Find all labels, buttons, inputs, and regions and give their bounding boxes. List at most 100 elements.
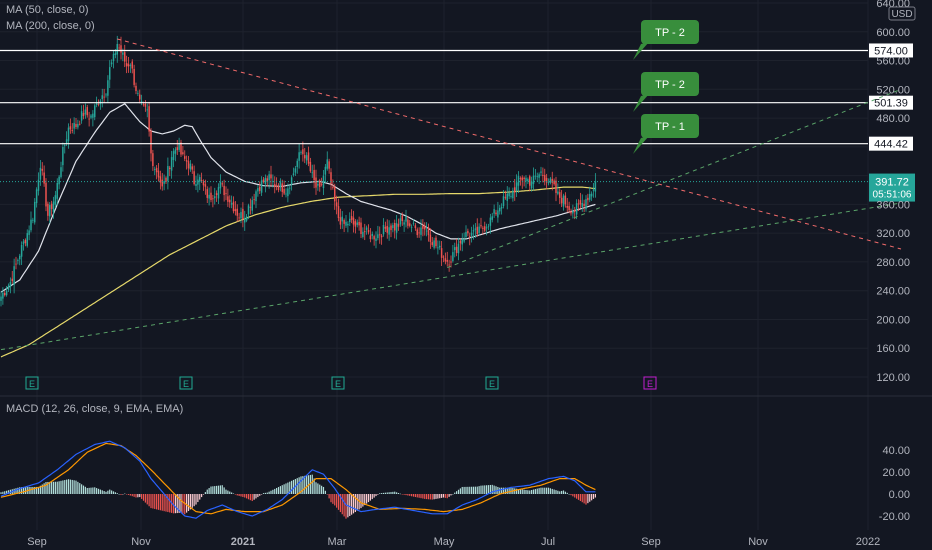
candle-body	[73, 122, 75, 129]
macd-histogram-bar	[442, 494, 445, 498]
macd-histogram-bar	[532, 489, 535, 494]
macd-histogram-bar	[116, 493, 118, 494]
macd-histogram-bar	[566, 492, 568, 494]
macd-histogram-bar	[388, 492, 390, 494]
candle-body	[103, 96, 105, 98]
macd-histogram-bar	[122, 494, 124, 495]
candle-body	[129, 65, 132, 66]
candle-body	[142, 104, 145, 106]
candle-body	[135, 85, 137, 91]
candle-body	[529, 176, 531, 186]
macd-histogram-bar	[71, 479, 73, 494]
macd-histogram-bar	[249, 494, 251, 501]
candle-body	[542, 174, 544, 176]
macd-histogram-bar	[32, 486, 34, 494]
macd-signal-line	[0, 442, 596, 515]
candle-body	[311, 172, 313, 174]
legend-macd[interactable]: MACD (12, 26, close, 9, EMA, EMA)	[6, 403, 183, 415]
candle-body	[425, 230, 428, 232]
currency-badge[interactable]	[888, 6, 916, 21]
candle-body	[80, 111, 83, 121]
macd-histogram-bar	[579, 494, 581, 502]
candle-body	[330, 172, 332, 184]
macd-histogram-bar	[86, 488, 88, 494]
macd-histogram-bar	[157, 494, 160, 510]
candle-body	[575, 203, 578, 215]
candle-body	[71, 130, 73, 132]
candle-body	[69, 126, 72, 130]
macd-histogram-bar	[334, 494, 336, 506]
candle-body	[62, 147, 64, 166]
legend-ma50[interactable]: MA (50, close, 0)	[6, 4, 89, 16]
macd-histogram-bar	[47, 481, 49, 494]
candle-body	[472, 230, 475, 232]
candle-body	[290, 177, 293, 185]
macd-histogram-bar	[544, 487, 546, 494]
candle-body	[253, 199, 255, 201]
candle-body	[454, 247, 456, 251]
macd-histogram-bar	[322, 486, 325, 494]
candle-body	[300, 152, 302, 154]
macd-histogram-bar	[231, 492, 233, 494]
candle-body	[585, 199, 587, 210]
macd-histogram-bar	[397, 493, 400, 494]
tp-callout-box	[641, 20, 699, 44]
candle-body	[304, 155, 306, 159]
candle-body	[161, 179, 163, 187]
candle-body	[407, 219, 409, 226]
macd-histogram-bar	[324, 490, 326, 494]
candle-body	[568, 206, 570, 211]
macd-histogram-bar	[283, 484, 285, 494]
macd-histogram-bar	[292, 479, 295, 494]
candle-body	[485, 227, 488, 229]
candle-body	[249, 206, 252, 208]
candle-body	[461, 239, 463, 245]
macd-histogram-bar	[193, 494, 195, 507]
candle-body	[579, 200, 582, 205]
macd-histogram-bar	[92, 487, 94, 494]
candle-body	[356, 222, 358, 225]
earnings-marker-label: E	[29, 379, 35, 389]
candle-body	[339, 217, 342, 225]
candle-body	[467, 230, 469, 234]
candle-body	[506, 193, 508, 201]
candle-body	[403, 222, 405, 225]
candle-body	[0, 296, 2, 301]
candle-body	[264, 177, 267, 184]
macd-histogram-bar	[416, 494, 418, 498]
candle-body	[180, 142, 182, 155]
macd-histogram-bar	[223, 487, 225, 494]
macd-histogram-bar	[302, 476, 304, 494]
candle-body	[534, 175, 537, 177]
macd-histogram-bar	[538, 488, 540, 494]
candle-body	[229, 199, 231, 203]
candle-body	[446, 260, 448, 262]
macd-histogram-bar	[448, 494, 450, 497]
macd-histogram-bar	[96, 488, 98, 494]
legend-ma200[interactable]: MA (200, close, 0)	[6, 20, 95, 32]
macd-histogram-bar	[152, 494, 154, 509]
macd-histogram-bar	[274, 488, 276, 494]
macd-histogram-bar	[454, 492, 456, 494]
candle-body	[412, 222, 415, 224]
candle-body	[322, 175, 325, 189]
candle-body	[208, 194, 210, 199]
candle-body	[64, 145, 66, 146]
macd-histogram-bar	[399, 493, 401, 495]
time-tick-label: Nov	[131, 536, 151, 548]
price-tick-label: 160.00	[876, 343, 910, 355]
candle-body	[200, 180, 203, 182]
macd-histogram-bar	[381, 493, 383, 494]
macd-histogram-bar	[195, 494, 197, 505]
macd-histogram-bar	[191, 494, 193, 508]
macd-histogram-bar	[81, 484, 83, 494]
tp-callout-label: TP - 1	[655, 121, 685, 133]
macd-histogram-bar	[73, 480, 75, 494]
macd-histogram-bar	[285, 483, 287, 494]
candle-body	[232, 201, 235, 212]
candle-body	[532, 175, 535, 184]
candle-body	[354, 221, 357, 227]
macd-histogram-bar	[364, 494, 366, 506]
macd-histogram-bar	[216, 485, 218, 494]
